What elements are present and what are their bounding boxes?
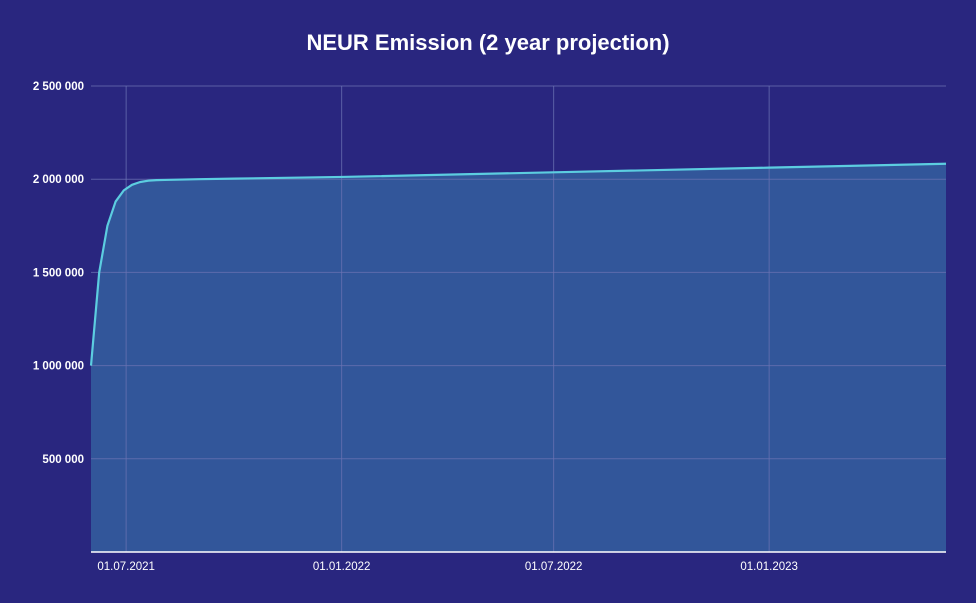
y-tick-label: 1 000 000: [33, 361, 84, 373]
series-line: [89, 162, 947, 366]
x-tick-label: 01.01.2023: [740, 561, 798, 573]
y-tick-label: 500 000: [42, 454, 84, 466]
x-tick-label: 01.01.2022: [313, 561, 371, 573]
chart-title: NEUR Emission (2 year projection): [306, 30, 670, 55]
series-area: [91, 163, 946, 553]
x-tick-label: 01.07.2022: [525, 561, 583, 573]
y-tick-label: 2 000 000: [33, 174, 84, 186]
y-tick-label: 1 500 000: [33, 267, 84, 279]
x-tick-label: 01.07.2021: [97, 561, 155, 573]
y-tick-label: 2 500 000: [33, 81, 84, 93]
